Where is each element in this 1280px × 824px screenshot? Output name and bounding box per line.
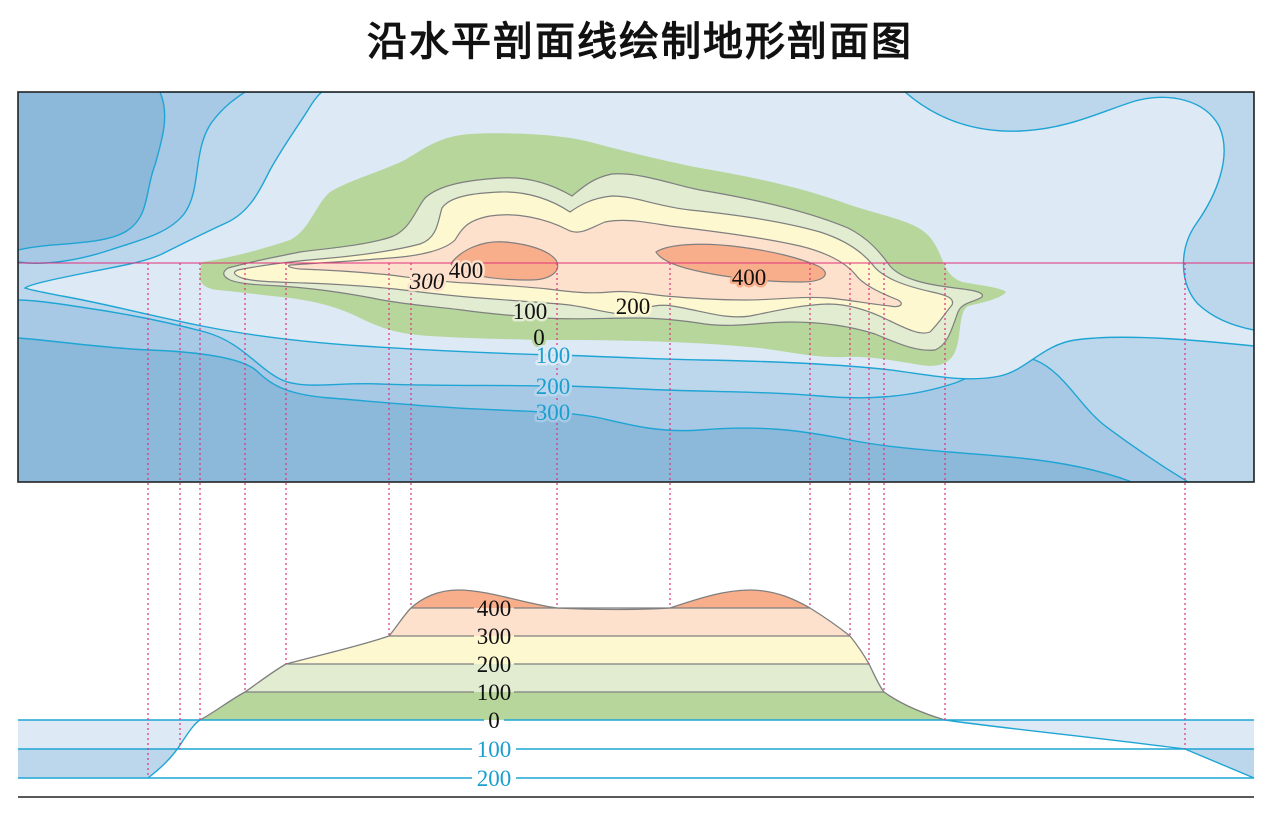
map-label-300: 300 [409, 269, 445, 294]
land-zone-300-400 [287, 214, 902, 308]
map-contour-labels: 300 400 400 100 200 0 100 200 300 [406, 256, 769, 428]
land-zone-over-400-west [450, 241, 559, 281]
profile-band-100-200 [200, 664, 945, 692]
profile-label-0: 0 [488, 708, 500, 733]
map-depth-label-100: 100 [536, 343, 571, 368]
profile-label-200: 200 [477, 652, 512, 677]
profile-band-0-100 [200, 692, 945, 720]
map-label-100: 100 [513, 299, 548, 324]
contour-map [18, 92, 1254, 482]
map-frame [17, 91, 1255, 483]
profile-depth-lines [18, 719, 1255, 779]
profile-depth-label-100: 100 [477, 737, 512, 762]
profile-label-400: 400 [477, 596, 512, 621]
map-label-400-east: 400 [732, 265, 767, 290]
profile-band-200-300 [200, 636, 945, 664]
profile-land [200, 590, 945, 720]
page-title: 沿水平剖面线绘制地形剖面图 [367, 19, 913, 65]
profile-depth-label-200: 200 [477, 766, 512, 791]
profile-label-300: 300 [477, 624, 512, 649]
profile-band-300-400 [200, 608, 945, 636]
map-label-200: 200 [616, 294, 651, 319]
profile-label-100: 100 [477, 680, 512, 705]
map-label-0: 0 [533, 325, 545, 350]
map-depth-label-200: 200 [536, 374, 571, 399]
map-label-400-west: 400 [449, 258, 484, 283]
profile-band-over-400 [200, 590, 945, 608]
map-depth-label-300: 300 [536, 400, 571, 425]
profile-sea-band-100-200 [18, 749, 1254, 778]
profile-elevation-lines [245, 607, 884, 693]
seafloor-east [944, 719, 1255, 779]
projection-lines [147, 263, 1186, 778]
profile-labels: 400 300 200 100 0 100 200 [477, 596, 512, 791]
profile-land-outline [199, 589, 946, 721]
seafloor-west [147, 719, 201, 779]
